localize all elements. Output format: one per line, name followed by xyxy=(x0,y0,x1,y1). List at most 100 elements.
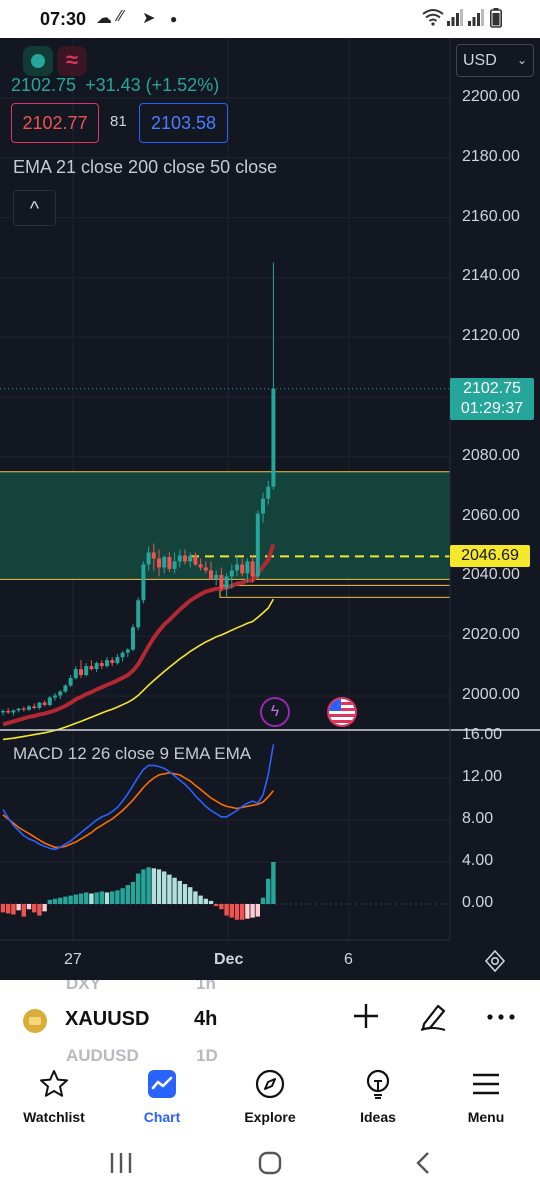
candle-body xyxy=(198,564,203,568)
macd-histogram-bar xyxy=(52,898,58,904)
price-axis-label: 2120.00 xyxy=(462,327,520,345)
candle-body xyxy=(1,710,5,713)
macd-histogram-bar xyxy=(245,904,250,919)
candle-body xyxy=(214,574,219,580)
tab-chart[interactable]: Chart xyxy=(112,1062,212,1142)
time-label-27: 27 xyxy=(64,951,82,968)
candle-body xyxy=(53,695,57,698)
candle-body xyxy=(79,669,83,676)
macd-histogram-bar xyxy=(177,880,182,904)
candle-body xyxy=(120,652,125,658)
macd-histogram-bar xyxy=(141,869,146,904)
sell-price-button[interactable]: 2102.77 xyxy=(11,103,99,143)
spread-value: 81 xyxy=(110,113,127,130)
currency-select[interactable]: USD ⌄ xyxy=(456,44,534,77)
macd-line xyxy=(2,744,275,851)
time-label-6: 6 xyxy=(344,951,353,968)
collapse-legend-button[interactable]: ^ xyxy=(13,190,56,226)
price-axis-label: 2160.00 xyxy=(462,207,520,225)
plus-icon[interactable] xyxy=(352,1002,380,1038)
candle-body xyxy=(141,564,146,601)
macd-histogram-bar xyxy=(162,871,167,904)
price-axis-label: 2060.00 xyxy=(462,506,520,524)
macd-histogram-bar xyxy=(250,904,255,918)
market-open-indicator[interactable] xyxy=(23,46,53,76)
signal-icon-2 xyxy=(468,8,484,31)
macd-histogram-bar xyxy=(203,898,208,904)
candle-body xyxy=(105,660,109,667)
tab-label: Chart xyxy=(143,1109,181,1125)
tab-menu[interactable]: Menu xyxy=(436,1062,536,1142)
candle-body xyxy=(157,558,161,568)
candle-body xyxy=(47,697,52,705)
symbol-name[interactable]: XAUUSD xyxy=(65,1008,150,1030)
candle-body xyxy=(172,561,177,569)
next-symbol: AUDUSD xyxy=(66,1046,139,1062)
macd-axis-label: 8.00 xyxy=(462,810,494,827)
legend-price: 2102.75 xyxy=(11,75,77,95)
more-icon[interactable] xyxy=(486,1002,516,1040)
us-flag-icon[interactable] xyxy=(327,697,357,727)
macd-legend[interactable]: MACD 12 26 close 9 EMA EMA xyxy=(13,744,252,763)
macd-histogram-bar xyxy=(136,873,141,904)
drawing-tool-icon[interactable] xyxy=(418,1002,448,1040)
signal-icon xyxy=(447,8,463,31)
next-timeframe: 1D xyxy=(196,1046,218,1062)
back-icon[interactable] xyxy=(411,1150,437,1183)
macd-histogram-bar xyxy=(47,899,52,904)
macd-histogram-bar xyxy=(260,897,266,904)
wave-icon[interactable]: ≈ xyxy=(57,46,87,76)
candle-body xyxy=(115,657,120,664)
macd-histogram-bar xyxy=(104,892,110,904)
macd-histogram-bar xyxy=(110,891,115,904)
candle-body xyxy=(188,556,193,562)
macd-histogram-bar xyxy=(78,893,84,904)
macd-histogram-bar xyxy=(229,904,234,918)
candle-body xyxy=(219,574,224,589)
symbol-bar[interactable]: DXY 1h XAUUSD 4h AUDUSD 1D xyxy=(0,980,540,1062)
horizontal-level-tag: 2046.69 xyxy=(450,545,530,567)
status-bar: 07:30 ☁ ⁄⁄ ➤ ● xyxy=(0,0,540,38)
candle-body xyxy=(99,663,104,667)
candle-body xyxy=(89,666,94,670)
candle-body xyxy=(32,706,37,708)
macd-histogram-bar xyxy=(156,869,162,904)
candle-body xyxy=(68,678,73,686)
macd-histogram-bar xyxy=(125,885,130,904)
tab-ideas[interactable]: Ideas xyxy=(328,1062,428,1142)
buy-price-button[interactable]: 2103.58 xyxy=(139,103,228,143)
price-axis-label: 2140.00 xyxy=(462,267,520,285)
chart-area[interactable]: ≈ 2102.75 +31.43 (+1.52%) 2102.77 81 210… xyxy=(0,38,540,980)
macd-histogram-bar xyxy=(73,894,78,904)
indicator-legend[interactable]: EMA 21 close 200 close 50 close xyxy=(13,157,278,177)
macd-histogram-bar xyxy=(16,904,21,911)
candle-body xyxy=(167,556,172,569)
home-icon[interactable] xyxy=(257,1150,283,1183)
candle-body xyxy=(209,570,213,580)
price-axis-label: 2000.00 xyxy=(462,686,520,703)
support-band xyxy=(219,584,451,598)
candle-body xyxy=(250,561,255,577)
current-price-tag: 2102.75 01:29:37 xyxy=(450,378,534,420)
bar-countdown: 01:29:37 xyxy=(460,400,524,417)
macd-histogram-bar xyxy=(234,904,240,920)
macd-histogram-bar xyxy=(255,904,260,917)
macd-histogram-bar xyxy=(42,904,47,912)
tab-explore[interactable]: Explore xyxy=(220,1062,320,1142)
macd-histogram-bar xyxy=(208,900,214,904)
tab-watchlist[interactable]: Watchlist xyxy=(4,1062,104,1142)
time-label-dec: Dec xyxy=(214,951,244,968)
candle-body xyxy=(203,567,208,571)
chart-canvas[interactable] xyxy=(0,38,540,980)
macd-axis-label: 16.00 xyxy=(462,726,503,743)
wifi-icon xyxy=(422,8,444,31)
macd-histogram-bar xyxy=(167,874,172,904)
candle-body xyxy=(146,552,151,565)
timeframe[interactable]: 4h xyxy=(194,1008,218,1030)
system-navigation xyxy=(0,1142,540,1200)
candle-body xyxy=(266,486,271,499)
legend-price-line: 2102.75 +31.43 (+1.52%) xyxy=(11,75,219,96)
lightning-event-icon[interactable]: ϟ xyxy=(260,697,290,727)
recent-apps-icon[interactable] xyxy=(108,1150,134,1183)
macd-histogram-bar xyxy=(182,884,188,904)
